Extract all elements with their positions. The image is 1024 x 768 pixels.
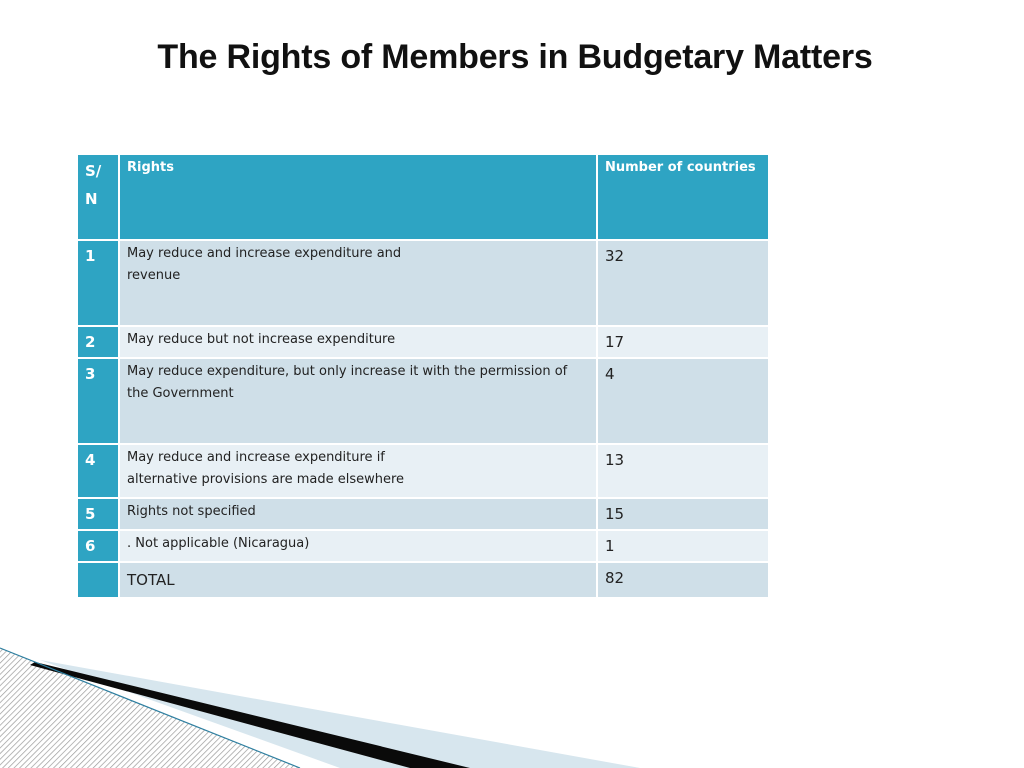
row-sn: 1 — [85, 247, 96, 265]
row-rights: . Not applicable (Nicaragua) — [127, 536, 310, 551]
slide-title: The Rights of Members in Budgetary Matte… — [157, 38, 873, 76]
row-rights: Rights not specified — [127, 504, 256, 519]
header-sn-label: S/ N — [85, 162, 102, 208]
table-header-row: S/ N Rights Number of countries — [76, 153, 770, 241]
total-row: TOTAL 82 — [76, 561, 770, 599]
row-sn-cell: 1 — [76, 239, 120, 327]
row-sn: 2 — [85, 333, 96, 351]
row-count: 4 — [605, 365, 615, 383]
row-rights: May reduce but not increase expenditure — [127, 332, 396, 347]
row-rights-cell: May reduce and increase expenditure and … — [118, 239, 598, 327]
table-row: 2 May reduce but not increase expenditur… — [76, 325, 770, 359]
row-count: 17 — [605, 333, 625, 351]
header-sn: S/ N — [76, 153, 120, 241]
row-count: 32 — [605, 247, 625, 265]
table-row: 6 . Not applicable (Nicaragua) 1 — [76, 529, 770, 563]
row-rights: May reduce and increase expenditure if a… — [127, 450, 405, 487]
row-sn-cell: 6 — [76, 529, 120, 563]
total-label: TOTAL — [127, 571, 175, 589]
row-sn-cell: 3 — [76, 357, 120, 445]
decor-accent-line — [0, 647, 301, 768]
rights-table: S/ N Rights Number of countries 1 May re… — [76, 153, 770, 599]
row-sn: 3 — [85, 365, 96, 383]
row-count-cell: 4 — [596, 357, 770, 445]
header-rights-label: Rights — [127, 160, 174, 175]
row-rights-cell: May reduce expenditure, but only increas… — [118, 357, 598, 445]
header-count-label: Number of countries — [605, 160, 756, 175]
table-row: 3 May reduce expenditure, but only incre… — [76, 357, 770, 445]
decor-black-band — [30, 662, 470, 768]
total-sn-cell — [76, 561, 120, 599]
row-sn-cell: 4 — [76, 443, 120, 499]
row-count-cell: 17 — [596, 325, 770, 359]
table-row: 5 Rights not specified 15 — [76, 497, 770, 531]
decor-light-band — [40, 660, 640, 768]
row-count-cell: 32 — [596, 239, 770, 327]
row-sn-cell: 2 — [76, 325, 120, 359]
table-row: 4 May reduce and increase expenditure if… — [76, 443, 770, 499]
slide-decoration — [0, 647, 640, 768]
row-count: 13 — [605, 451, 625, 469]
total-count: 82 — [605, 569, 625, 587]
row-rights-cell: May reduce but not increase expenditure — [118, 325, 598, 359]
row-rights-cell: Rights not specified — [118, 497, 598, 531]
row-rights-cell: . Not applicable (Nicaragua) — [118, 529, 598, 563]
header-rights: Rights — [118, 153, 598, 241]
total-count-cell: 82 — [596, 561, 770, 599]
table-row: 1 May reduce and increase expenditure an… — [76, 239, 770, 327]
row-count-cell: 13 — [596, 443, 770, 499]
row-count-cell: 15 — [596, 497, 770, 531]
row-sn: 4 — [85, 451, 96, 469]
row-count: 1 — [605, 537, 615, 555]
row-rights-cell: May reduce and increase expenditure if a… — [118, 443, 598, 499]
row-sn-cell: 5 — [76, 497, 120, 531]
total-label-cell: TOTAL — [118, 561, 598, 599]
row-count: 15 — [605, 505, 625, 523]
header-count: Number of countries — [596, 153, 770, 241]
row-rights: May reduce and increase expenditure and … — [127, 246, 402, 283]
row-sn: 5 — [85, 505, 96, 523]
row-sn: 6 — [85, 537, 96, 555]
row-count-cell: 1 — [596, 529, 770, 563]
row-rights: May reduce expenditure, but only increas… — [127, 364, 568, 401]
